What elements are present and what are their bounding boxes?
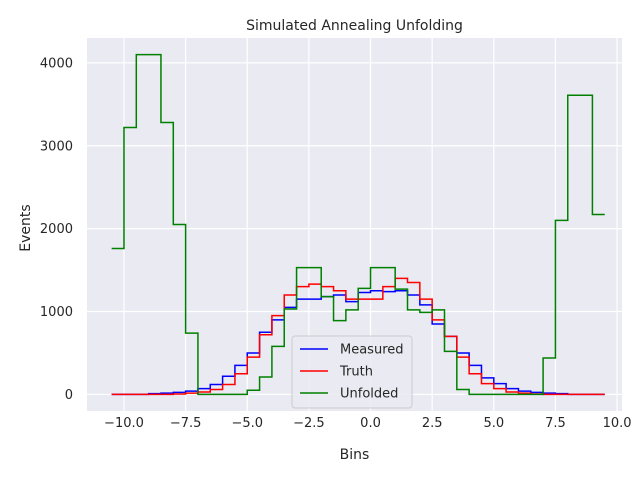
x-tick-labels: −10.0 −7.5 −5.0 −2.5 0.0 2.5 5.0 7.5 10.0 bbox=[104, 416, 631, 431]
x-tick-label: 2.5 bbox=[422, 416, 443, 431]
x-axis-label: Bins bbox=[340, 447, 370, 463]
y-tick-label: 3000 bbox=[40, 139, 73, 154]
y-tick-label: 1000 bbox=[40, 305, 73, 320]
legend-label-unfolded: Unfolded bbox=[340, 387, 398, 402]
legend: Measured Truth Unfolded bbox=[291, 335, 413, 409]
y-tick-label: 0 bbox=[65, 388, 73, 403]
legend-label-measured: Measured bbox=[340, 343, 404, 358]
x-tick-label: −7.5 bbox=[170, 416, 202, 431]
legend-label-truth: Truth bbox=[339, 365, 373, 380]
series-line-unfolded bbox=[111, 53, 605, 396]
x-tick-label: −10.0 bbox=[104, 416, 144, 431]
x-tick-label: 10.0 bbox=[603, 416, 632, 431]
series-layer bbox=[111, 53, 605, 396]
y-tick-label: 2000 bbox=[40, 222, 73, 237]
series-line-truth bbox=[111, 277, 605, 396]
legend-frame bbox=[291, 335, 413, 409]
x-tick-label: 7.5 bbox=[545, 416, 566, 431]
y-tick-labels: 0 1000 2000 3000 4000 bbox=[40, 56, 73, 403]
y-tick-label: 4000 bbox=[40, 56, 73, 71]
x-tick-label: −2.5 bbox=[293, 416, 325, 431]
x-tick-label: −5.0 bbox=[231, 416, 263, 431]
x-tick-label: 5.0 bbox=[483, 416, 504, 431]
x-tick-label: 0.0 bbox=[360, 416, 381, 431]
y-axis-label: Events bbox=[18, 204, 34, 251]
chart-title: Simulated Annealing Unfolding bbox=[246, 18, 463, 34]
